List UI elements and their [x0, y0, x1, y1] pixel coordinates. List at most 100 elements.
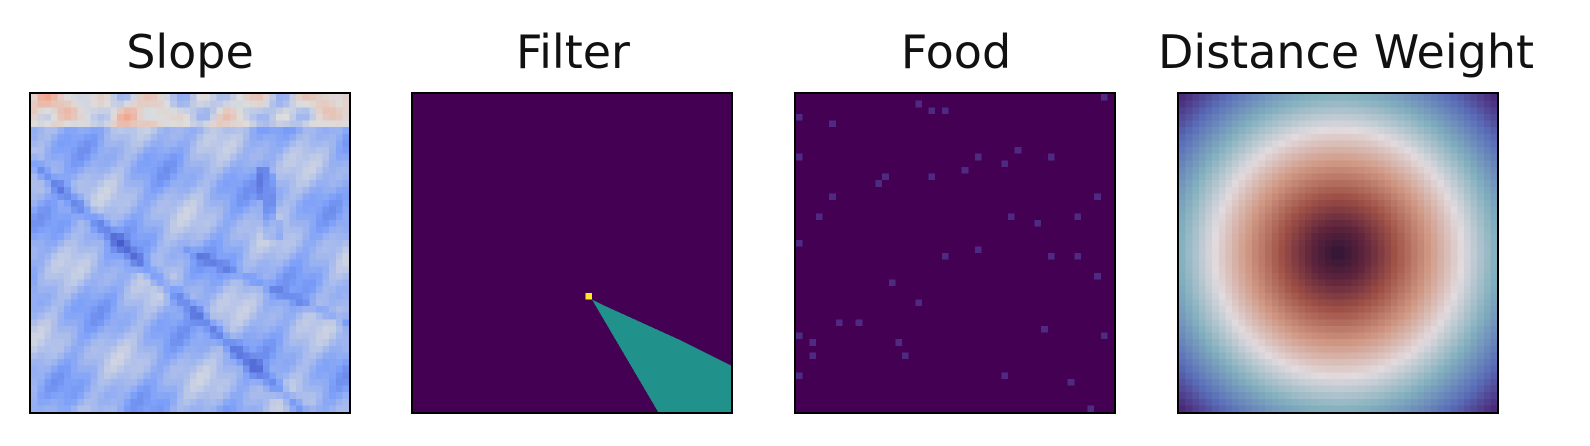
slope-cell [44, 266, 52, 274]
distance-weight-cell [1318, 160, 1325, 168]
distance-weight-cell [1424, 166, 1431, 174]
food-title: Food [900, 25, 1012, 79]
distance-weight-cell [1298, 120, 1306, 128]
slope-cell [50, 253, 58, 260]
distance-weight-cell [1304, 279, 1312, 287]
slope-cell [309, 127, 317, 134]
slope-cell [37, 206, 45, 214]
distance-weight-cell [1344, 113, 1352, 121]
slope-cell [190, 359, 197, 366]
slope-cell [117, 100, 124, 108]
distance-weight-cell [1397, 339, 1405, 346]
slope-cell [190, 120, 197, 128]
distance-weight-cell [1218, 259, 1226, 267]
distance-weight-cell [1397, 312, 1405, 320]
slope-cell [262, 213, 270, 221]
distance-weight-cell [1377, 378, 1385, 386]
slope-cell [209, 319, 217, 327]
slope-cell [282, 286, 290, 293]
distance-weight-cell [1384, 306, 1392, 313]
distance-weight-cell [1450, 100, 1458, 108]
distance-weight-cell [1404, 292, 1412, 300]
slope-cell [90, 266, 98, 274]
distance-weight-cell [1351, 246, 1359, 254]
slope-cell [57, 352, 65, 360]
distance-weight-cell [1483, 266, 1491, 274]
slope-cell [176, 213, 184, 221]
slope-cell [70, 219, 78, 227]
slope-cell [282, 292, 290, 300]
slope-cell [170, 266, 177, 274]
distance-weight-cell [1430, 206, 1438, 214]
slope-cell [163, 147, 171, 154]
distance-weight-cell [1205, 120, 1213, 128]
slope-cell [276, 147, 283, 154]
slope-cell [315, 259, 323, 267]
slope-cell [335, 133, 343, 141]
slope-cell [282, 100, 290, 108]
distance-weight-cell [1225, 339, 1233, 346]
slope-cell [209, 166, 217, 174]
distance-weight-cell [1430, 372, 1438, 380]
slope-cell [50, 405, 58, 412]
distance-weight-cell [1371, 200, 1378, 207]
distance-weight-cell [1212, 127, 1219, 134]
distance-weight-cell [1324, 133, 1332, 141]
slope-cell [150, 246, 158, 254]
distance-weight-cell [1404, 279, 1412, 287]
distance-weight-cell [1351, 266, 1359, 274]
distance-weight-cell [1218, 385, 1226, 393]
distance-weight-cell [1377, 166, 1385, 174]
slope-cell [176, 365, 184, 373]
slope-cell [269, 405, 277, 412]
distance-weight-cell [1437, 239, 1445, 247]
slope-cell [190, 153, 197, 161]
distance-weight-cell [1404, 299, 1412, 307]
slope-cell [243, 153, 250, 161]
distance-weight-cell [1324, 272, 1332, 280]
slope-cell [342, 312, 349, 320]
slope-cell [315, 253, 323, 260]
distance-weight-cell [1245, 385, 1253, 393]
distance-weight-cell [1417, 266, 1425, 274]
slope-cell [335, 206, 343, 214]
distance-weight-cell [1298, 339, 1306, 346]
slope-cell [170, 378, 177, 386]
distance-weight-cell [1205, 166, 1213, 174]
slope-cell [31, 213, 38, 221]
distance-weight-cell [1338, 193, 1345, 201]
slope-cell [282, 405, 290, 412]
distance-weight-cell [1304, 180, 1312, 187]
distance-weight-cell [1185, 246, 1193, 254]
slope-cell [282, 385, 290, 393]
slope-cell [249, 286, 257, 293]
distance-weight-cell [1444, 352, 1451, 360]
distance-weight-cell [1450, 272, 1458, 280]
distance-weight-cell [1271, 292, 1279, 300]
distance-weight-cell [1324, 279, 1332, 287]
distance-weight-cell [1225, 186, 1233, 194]
distance-weight-cell [1198, 306, 1206, 313]
slope-cell [150, 345, 158, 353]
distance-weight-cell [1331, 372, 1339, 380]
distance-weight-cell [1245, 186, 1253, 194]
slope-cell [209, 127, 217, 134]
slope-cell [170, 292, 177, 300]
distance-weight-cell [1490, 398, 1497, 406]
slope-cell [282, 140, 290, 148]
distance-weight-cell [1331, 213, 1339, 221]
slope-cell [236, 160, 244, 168]
distance-weight-cell [1470, 200, 1478, 207]
distance-weight-cell [1218, 186, 1226, 194]
distance-weight-cell [1371, 147, 1378, 154]
distance-weight-cell [1377, 339, 1385, 346]
distance-weight-cell [1483, 173, 1491, 181]
distance-weight-cell [1258, 312, 1266, 320]
slope-cell [137, 133, 144, 141]
distance-weight-cell [1232, 120, 1239, 128]
slope-cell [249, 352, 257, 360]
slope-cell [77, 160, 85, 168]
distance-weight-cell [1384, 127, 1392, 134]
slope-cell [70, 120, 78, 128]
distance-weight-cell [1291, 219, 1299, 227]
